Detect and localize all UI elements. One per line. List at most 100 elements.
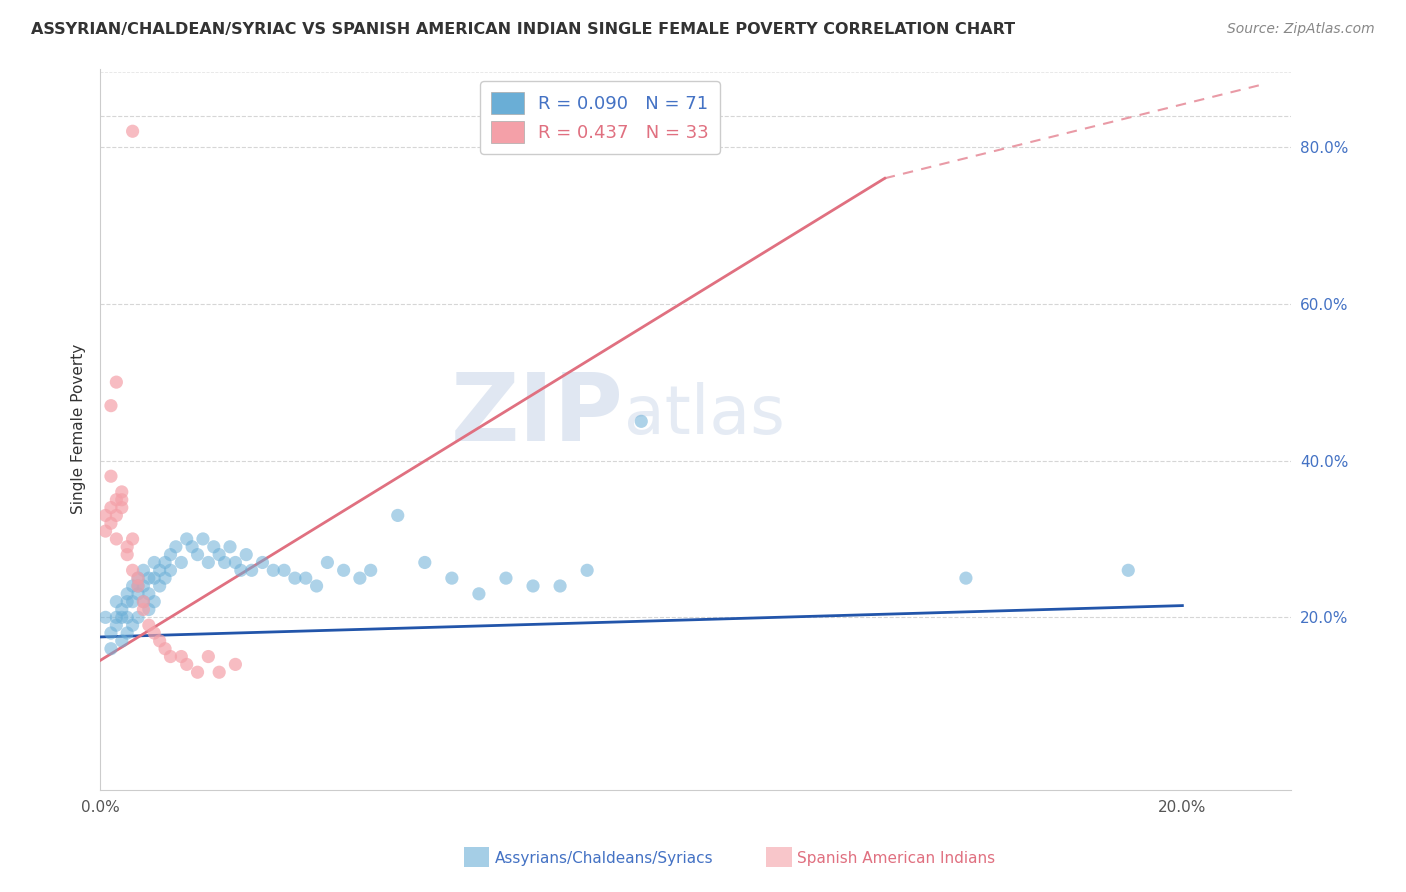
- Point: [100, 516, 122, 531]
- Point: [176, 532, 198, 546]
- Point: [262, 563, 284, 577]
- Point: [115, 548, 138, 562]
- Text: ASSYRIAN/CHALDEAN/SYRIAC VS SPANISH AMERICAN INDIAN SINGLE FEMALE POVERTY CORREL: ASSYRIAN/CHALDEAN/SYRIAC VS SPANISH AMER…: [31, 22, 1015, 37]
- Point: [159, 548, 181, 562]
- Point: [143, 626, 166, 640]
- Point: [170, 649, 193, 664]
- Point: [105, 618, 128, 632]
- Point: [229, 563, 252, 577]
- Legend: R = 0.090   N = 71, R = 0.437   N = 33: R = 0.090 N = 71, R = 0.437 N = 33: [481, 81, 720, 154]
- Point: [121, 618, 143, 632]
- Point: [165, 540, 187, 554]
- Point: [105, 492, 128, 507]
- Point: [115, 626, 138, 640]
- Text: ZIP: ZIP: [451, 368, 624, 461]
- Point: [121, 595, 143, 609]
- Point: [159, 649, 181, 664]
- Point: [105, 610, 128, 624]
- Point: [132, 595, 155, 609]
- Point: [121, 532, 143, 546]
- Point: [143, 556, 166, 570]
- Point: [132, 602, 155, 616]
- Point: [100, 399, 122, 413]
- Point: [100, 469, 122, 483]
- Point: [111, 500, 134, 515]
- Point: [186, 665, 208, 680]
- Point: [127, 579, 149, 593]
- Point: [111, 602, 134, 616]
- Point: [111, 484, 134, 499]
- Point: [115, 595, 138, 609]
- Point: [153, 571, 176, 585]
- Point: [143, 595, 166, 609]
- Point: [197, 556, 219, 570]
- Point: [191, 532, 214, 546]
- Point: [224, 657, 246, 672]
- Point: [548, 579, 571, 593]
- Point: [127, 579, 149, 593]
- Point: [138, 618, 160, 632]
- Point: [111, 492, 134, 507]
- Point: [1116, 563, 1139, 577]
- Point: [316, 556, 339, 570]
- Point: [360, 563, 382, 577]
- Point: [138, 571, 160, 585]
- Point: [132, 595, 155, 609]
- Point: [387, 508, 409, 523]
- Point: [440, 571, 463, 585]
- Point: [176, 657, 198, 672]
- Point: [121, 563, 143, 577]
- Point: [127, 571, 149, 585]
- Point: [149, 633, 172, 648]
- Point: [115, 587, 138, 601]
- Point: [115, 610, 138, 624]
- Point: [955, 571, 977, 585]
- Point: [149, 563, 172, 577]
- Point: [235, 548, 257, 562]
- Text: atlas: atlas: [624, 382, 785, 448]
- Point: [127, 587, 149, 601]
- Point: [105, 532, 128, 546]
- Point: [105, 595, 128, 609]
- Point: [100, 500, 122, 515]
- Point: [111, 610, 134, 624]
- Point: [94, 610, 117, 624]
- Point: [138, 602, 160, 616]
- Point: [105, 375, 128, 389]
- Point: [159, 563, 181, 577]
- Point: [294, 571, 316, 585]
- Point: [127, 571, 149, 585]
- Point: [121, 124, 143, 138]
- Point: [94, 508, 117, 523]
- Point: [170, 556, 193, 570]
- Y-axis label: Single Female Poverty: Single Female Poverty: [72, 344, 86, 515]
- Text: Assyrians/Chaldeans/Syriacs: Assyrians/Chaldeans/Syriacs: [495, 851, 713, 865]
- Point: [214, 556, 236, 570]
- Point: [202, 540, 225, 554]
- Point: [153, 641, 176, 656]
- Point: [576, 563, 599, 577]
- Point: [273, 563, 295, 577]
- Point: [115, 540, 138, 554]
- Point: [132, 579, 155, 593]
- Point: [630, 414, 652, 428]
- Point: [349, 571, 371, 585]
- Point: [208, 548, 231, 562]
- Point: [468, 587, 491, 601]
- Point: [149, 579, 172, 593]
- Point: [413, 556, 436, 570]
- Point: [127, 610, 149, 624]
- Point: [132, 563, 155, 577]
- Point: [153, 556, 176, 570]
- Point: [522, 579, 544, 593]
- Point: [100, 641, 122, 656]
- Text: Source: ZipAtlas.com: Source: ZipAtlas.com: [1227, 22, 1375, 37]
- Point: [332, 563, 354, 577]
- Point: [138, 587, 160, 601]
- Point: [284, 571, 307, 585]
- Point: [224, 556, 246, 570]
- Point: [197, 649, 219, 664]
- Point: [240, 563, 263, 577]
- Point: [305, 579, 328, 593]
- Text: Spanish American Indians: Spanish American Indians: [797, 851, 995, 865]
